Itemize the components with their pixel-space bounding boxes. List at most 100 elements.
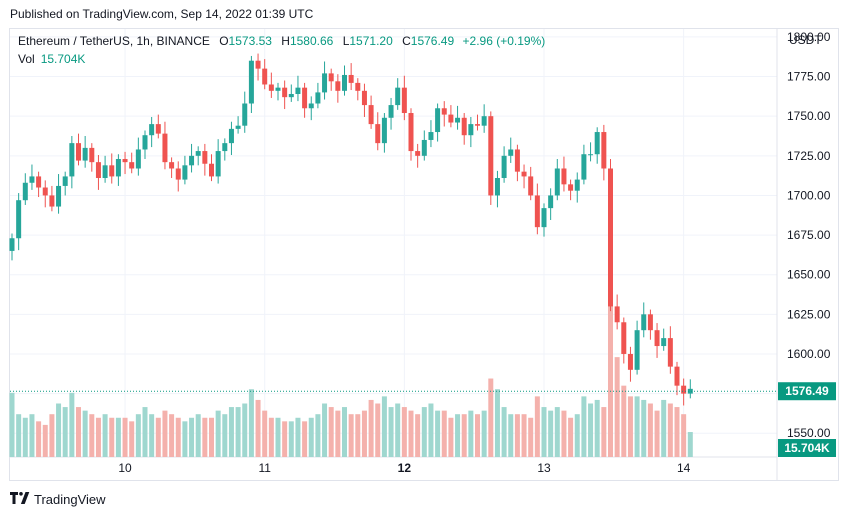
candle-body [248, 60, 254, 104]
volume-bar [468, 410, 474, 457]
y-tick-label: 1800.00 [787, 30, 831, 44]
candle-body [521, 171, 527, 177]
volume-bar [149, 414, 155, 457]
volume-bar [262, 410, 268, 457]
candle-body [228, 128, 234, 144]
volume-bar [581, 396, 587, 457]
volume-bar [528, 417, 534, 457]
y-tick-label: 1700.00 [787, 188, 831, 202]
candle-body [428, 132, 434, 140]
volume-bar [415, 414, 421, 457]
candle-body [288, 93, 294, 98]
y-tick-label: 1600.00 [787, 347, 831, 361]
candle-body [661, 338, 667, 347]
y-tick-label: 1550.00 [787, 426, 831, 440]
volume-bar [408, 410, 414, 457]
volume-bar [175, 417, 181, 457]
candle-body [681, 385, 687, 394]
candle-body [461, 117, 467, 136]
volume-bar [242, 403, 248, 457]
volume-bar [335, 410, 341, 457]
legend-volume-value: 15.704K [40, 52, 86, 66]
candle-body [315, 92, 321, 104]
volume-bar [169, 414, 175, 457]
volume-bar [428, 403, 434, 457]
volume-bar [69, 392, 75, 457]
candle-body [209, 163, 214, 177]
candle-body [268, 84, 274, 91]
volume-bar [621, 385, 627, 457]
volume-bar [155, 417, 161, 457]
volume-bar [627, 396, 633, 457]
volume-bar [608, 296, 613, 457]
volume-bar [109, 417, 115, 457]
tradingview-brand-label: TradingView [34, 492, 106, 507]
candle-body [322, 73, 328, 93]
y-tick-label: 1625.00 [787, 307, 831, 321]
candle-body [375, 124, 381, 144]
candle-body [468, 124, 474, 136]
volume-bar [641, 399, 647, 457]
volume-bar [282, 421, 288, 457]
candle-body [22, 182, 28, 201]
volume-bar [381, 396, 387, 457]
candle-body [361, 90, 367, 106]
volume-bar [634, 396, 640, 457]
volume-bar [395, 403, 401, 457]
volume-bar [275, 417, 281, 457]
volume-bar [348, 414, 354, 457]
last-price-label: 1576.49 [785, 384, 829, 398]
candle-body [601, 132, 607, 169]
last-volume-tag [778, 439, 836, 457]
volume-bar [82, 410, 88, 457]
candle-body [16, 200, 22, 239]
candle-body [455, 117, 461, 123]
candle-body [401, 87, 407, 114]
candle-body [62, 176, 68, 186]
volume-bar [22, 417, 28, 457]
x-tick-label: 13 [537, 461, 551, 475]
last-price-tag [778, 382, 836, 401]
candle-body [162, 133, 168, 163]
volume-bar [255, 399, 261, 457]
volume-bar [541, 407, 547, 457]
volume-bar [248, 389, 254, 457]
candle-body [348, 74, 354, 83]
candle-body [255, 60, 261, 69]
volume-bar [302, 421, 308, 457]
y-tick-label: 1675.00 [787, 228, 831, 242]
candle-body [448, 114, 454, 123]
tradingview-logo-icon [10, 492, 30, 507]
volume-bar [56, 403, 62, 457]
y-tick-label: 1775.00 [787, 70, 831, 84]
candle-body [149, 124, 155, 136]
candle-body [308, 103, 314, 109]
legend-high-value: 1580.66 [289, 34, 334, 48]
candle-body [534, 195, 540, 228]
volume-bar [501, 407, 507, 457]
candle-body [368, 105, 374, 125]
candle-body [295, 87, 301, 94]
legend-high-label: H [281, 34, 290, 48]
legend-close-value: 1576.49 [410, 34, 455, 48]
candle-body [109, 165, 115, 177]
volume-bar [441, 410, 447, 457]
candle-body [302, 87, 308, 109]
legend-symbol: Ethereum / TetherUS, 1h, BINANCE [18, 34, 210, 48]
candle-body [554, 168, 560, 196]
tradingview-brand[interactable]: TradingView [10, 492, 106, 507]
legend-open-value: 1573.53 [228, 34, 272, 48]
candle-body [654, 330, 660, 347]
volume-bar [534, 396, 540, 457]
volume-bar [182, 421, 188, 457]
candle-body [581, 154, 587, 180]
candle-body [142, 135, 148, 150]
candle-body [102, 165, 108, 179]
volume-bar [115, 417, 121, 457]
volume-bar [129, 421, 135, 457]
volume-bar [142, 407, 148, 457]
candle-body [42, 187, 48, 196]
volume-bar [16, 414, 22, 457]
volume-bar [548, 410, 554, 457]
